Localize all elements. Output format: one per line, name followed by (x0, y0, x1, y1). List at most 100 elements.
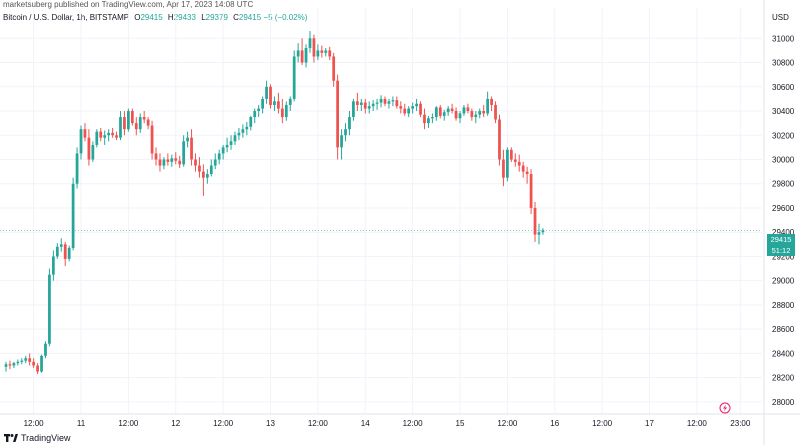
candle-body (529, 174, 533, 208)
tradingview-brand: TradingView (21, 433, 71, 443)
candle-body (265, 86, 268, 99)
candle-body (245, 126, 249, 130)
tradingview-logo-icon (4, 434, 18, 442)
candle-body (178, 160, 182, 165)
x-tick-label: 12 (171, 419, 180, 428)
candle-body (446, 108, 450, 113)
x-tick-label: 12:00 (687, 419, 708, 428)
y-tick-label: 28400 (772, 349, 795, 358)
y-tick-label: 28800 (772, 301, 795, 310)
candle-body (166, 159, 170, 162)
candle-body (190, 137, 193, 160)
candle-body (182, 141, 186, 165)
open-value: 29415 (140, 13, 163, 22)
candle-body (71, 183, 75, 248)
candle-body (51, 256, 55, 275)
candle-body (474, 114, 478, 118)
candle-body (466, 107, 470, 112)
x-tick-label: 12:00 (592, 419, 613, 428)
candle-body (174, 158, 178, 161)
candle-body (16, 361, 20, 364)
candle-body (198, 165, 201, 172)
candle-body (498, 119, 501, 160)
candle-body (525, 171, 529, 175)
candle-body (209, 165, 213, 175)
candle-body (91, 144, 95, 160)
candle-body (194, 159, 197, 166)
candle-body (375, 102, 379, 104)
candle-body (95, 131, 99, 145)
candle-body (470, 111, 474, 118)
candle-body (513, 159, 517, 162)
candle-body (478, 111, 482, 115)
candle-body (217, 153, 221, 160)
candle-body (533, 207, 537, 235)
candle-body (67, 247, 71, 259)
candle-body (363, 102, 367, 109)
candle-body (450, 108, 454, 112)
candle-body (284, 104, 288, 118)
candle-body (277, 101, 280, 109)
x-tick-label: 15 (456, 419, 465, 428)
x-tick-label: 11 (77, 419, 86, 428)
y-tick-label: 29200 (772, 252, 795, 261)
x-tick-label: 12:00 (308, 419, 329, 428)
y-tick-label: 28600 (772, 325, 795, 334)
x-tick-label: 17 (645, 419, 654, 428)
candle-body (79, 129, 83, 154)
candle-body (344, 129, 347, 136)
candle-body (119, 117, 122, 138)
candle-body (482, 111, 486, 114)
candle-body (273, 101, 276, 105)
x-tick-label: 12:00 (403, 419, 424, 428)
y-tick-label: 30200 (772, 131, 795, 140)
high-label: H (167, 13, 174, 22)
candle-body (379, 98, 383, 103)
tradingview-footer[interactable]: TradingView (4, 433, 71, 443)
candle-body (134, 123, 138, 130)
candle-body (269, 86, 272, 105)
y-tick-label: 29600 (772, 204, 795, 213)
candle-body (233, 135, 237, 142)
candle-body (261, 98, 264, 109)
candle-body (36, 365, 39, 372)
candle-body (324, 50, 328, 53)
candle-body (20, 360, 24, 362)
candle-body (304, 47, 308, 63)
candle-body (430, 117, 434, 119)
candle-body (146, 119, 150, 126)
news-lightning-icon[interactable] (719, 402, 731, 414)
candle-body (494, 104, 497, 120)
candle-body (355, 101, 359, 105)
candle-body (225, 144, 229, 148)
high-value: 29433 (173, 13, 196, 22)
close-label: C (233, 13, 239, 22)
candle-body (352, 101, 355, 118)
last-price-label: 29415 51:12 (767, 234, 795, 256)
candle-body (387, 101, 391, 104)
candle-body (506, 149, 509, 178)
candle-body (308, 38, 312, 48)
candle-body (509, 149, 513, 160)
candle-body (87, 137, 91, 160)
candle-body (107, 132, 111, 136)
x-tick-label: 14 (361, 419, 370, 428)
candle-body (221, 147, 225, 154)
candle-body (150, 125, 154, 154)
candle-body (332, 56, 336, 81)
low-label: L (201, 13, 206, 22)
candle-body (537, 232, 541, 235)
x-tick-label: 16 (550, 419, 559, 428)
symbol-name: Bitcoin / U.S. Dollar, 1h, BITSTAMP (3, 13, 129, 22)
candle-body (348, 117, 351, 130)
candle-body (4, 364, 8, 367)
candle-body (249, 117, 253, 127)
candle-body (55, 246, 59, 257)
candle-body (24, 358, 28, 361)
candle-body (8, 364, 12, 366)
candle-body (158, 159, 162, 166)
candle-body (312, 38, 316, 57)
candle-body (253, 111, 257, 118)
candle-body (59, 244, 63, 247)
